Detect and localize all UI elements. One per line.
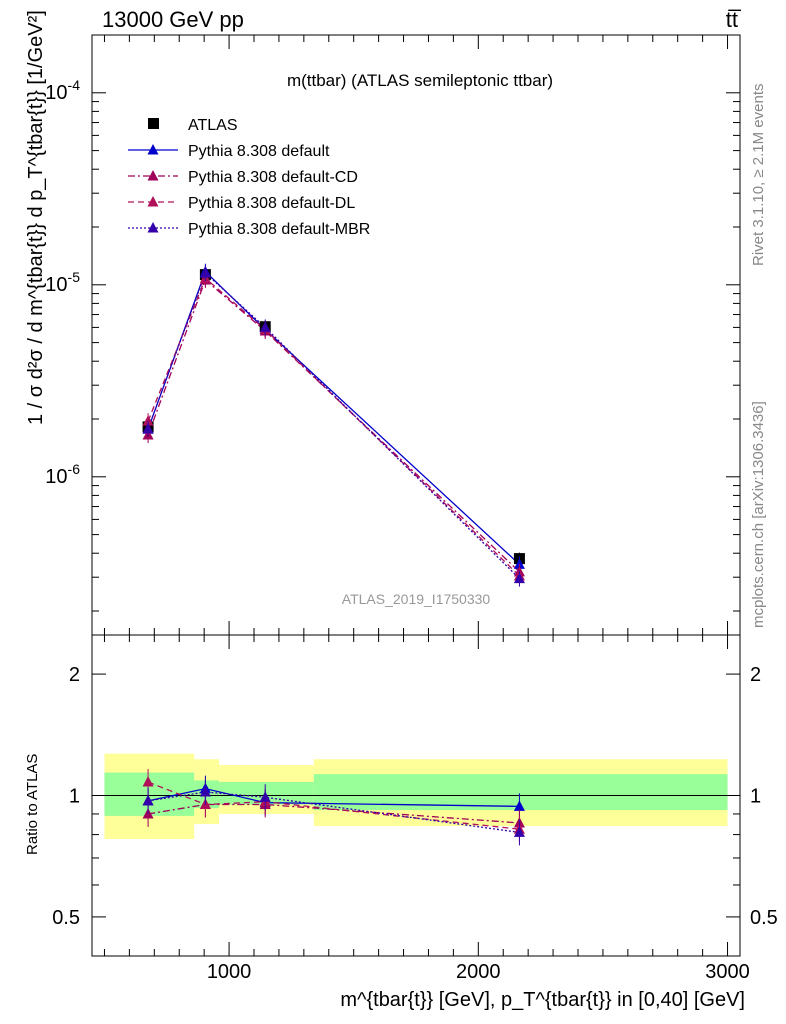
legend-entry-1: Pythia 8.308 default bbox=[188, 143, 330, 160]
ratio-point-3 bbox=[259, 791, 271, 802]
rivet-label: Rivet 3.1.10, ≥ 2.1M events bbox=[750, 84, 767, 267]
main-series-markers bbox=[142, 263, 525, 587]
ratio-point-2 bbox=[142, 776, 154, 787]
legend-entry-2: Pythia 8.308 default-CD bbox=[188, 169, 358, 186]
x-tick-label: 1000 bbox=[207, 961, 252, 983]
main-series-line-4 bbox=[147, 272, 520, 580]
ratio-series-line-0 bbox=[147, 787, 520, 807]
ratio-y-tick-label-right: 2 bbox=[750, 664, 761, 686]
legend-marker bbox=[147, 144, 159, 155]
ratio-series-line-3 bbox=[147, 791, 520, 834]
main-y-tick-label: 10-5 bbox=[45, 269, 80, 296]
x-axis-label: m^{tbar{t}} [GeV], p_T^{tbar{t}} in [0,4… bbox=[340, 989, 745, 1011]
main-point-1 bbox=[513, 558, 525, 569]
ratio-point-3 bbox=[513, 826, 525, 837]
main-title: m(ttbar) (ATLAS semileptonic ttbar) bbox=[287, 71, 553, 90]
main-y-ticks: 10-6 10-5 10-4 bbox=[45, 34, 740, 635]
main-y-axis-label: 1 / σ d²σ / d m^{tbar{t}} d p_T^{tbar{t}… bbox=[25, 10, 47, 425]
ratio-point-3 bbox=[142, 794, 154, 806]
x-tick-label: 3000 bbox=[705, 961, 750, 983]
legend-marker bbox=[148, 118, 159, 129]
legend-marker bbox=[147, 222, 159, 233]
main-series-line-2 bbox=[147, 278, 520, 573]
header-left: 13000 GeV pp bbox=[102, 7, 244, 32]
ratio-point-0 bbox=[513, 800, 525, 811]
main-y-tick-label: 10-4 bbox=[45, 77, 80, 104]
legend-marker bbox=[147, 196, 159, 207]
ratio-panel: 0.5 0.5 1 1 2 2 1000 2000 3000 Ratio to ATLAS m^… bbox=[24, 634, 778, 1011]
main-series-lines bbox=[147, 270, 520, 580]
ratio-y-tick-label: 0.5 bbox=[52, 907, 80, 929]
ratio-series-markers bbox=[142, 769, 525, 846]
legend-entry-4: Pythia 8.308 default-MBR bbox=[188, 221, 370, 238]
main-series-line-3 bbox=[147, 277, 520, 577]
ratio-point-3 bbox=[199, 786, 211, 797]
ratio-series-lines bbox=[147, 781, 520, 834]
legend: ATLAS Pythia 8.308 default Pythia 8.308 de… bbox=[128, 117, 370, 238]
main-point-3 bbox=[142, 415, 154, 426]
main-y-axis-label-text: 1 / σ d²σ / d m^{tbar{t}} d p_T^{tbar{t}… bbox=[25, 10, 47, 425]
ratio-y-tick-label-right: 0.5 bbox=[750, 907, 778, 929]
watermark: ATLAS_2019_I1750330 bbox=[342, 591, 491, 607]
main-panel: 10-6 10-5 10-4 m(ttbar) (ATLAS semileptoni… bbox=[25, 10, 741, 636]
ratio-y-tick-label-right: 1 bbox=[750, 786, 761, 808]
ratio-band-green bbox=[219, 782, 314, 805]
main-point-4 bbox=[513, 572, 525, 584]
main-y-tick-label: 10-6 bbox=[45, 461, 80, 488]
ratio-y-axis-label: Ratio to ATLAS bbox=[24, 754, 41, 855]
ratio-uncertainty-bands bbox=[92, 753, 740, 840]
header-right: tt̅ bbox=[726, 7, 742, 32]
main-point-4 bbox=[142, 422, 154, 434]
legend-marker bbox=[147, 170, 159, 181]
main-point-4 bbox=[199, 267, 211, 278]
ratio-ticks: 0.5 0.5 1 1 2 2 1000 2000 3000 bbox=[52, 635, 778, 983]
x-tick-label: 2000 bbox=[456, 961, 501, 983]
legend-entry-3: Pythia 8.308 default-DL bbox=[188, 195, 355, 212]
ratio-series-line-2 bbox=[147, 781, 520, 830]
ratio-series-line-1 bbox=[147, 803, 520, 824]
ratio-y-tick-label: 1 bbox=[69, 786, 80, 808]
legend-entry-0: ATLAS bbox=[188, 117, 238, 134]
mcplots-label: mcplots.cern.ch [arXiv:1306.3436] bbox=[750, 401, 767, 628]
main-point-4 bbox=[259, 321, 271, 332]
ratio-y-tick-label: 2 bbox=[69, 664, 80, 686]
main-series-line-1 bbox=[147, 270, 520, 565]
